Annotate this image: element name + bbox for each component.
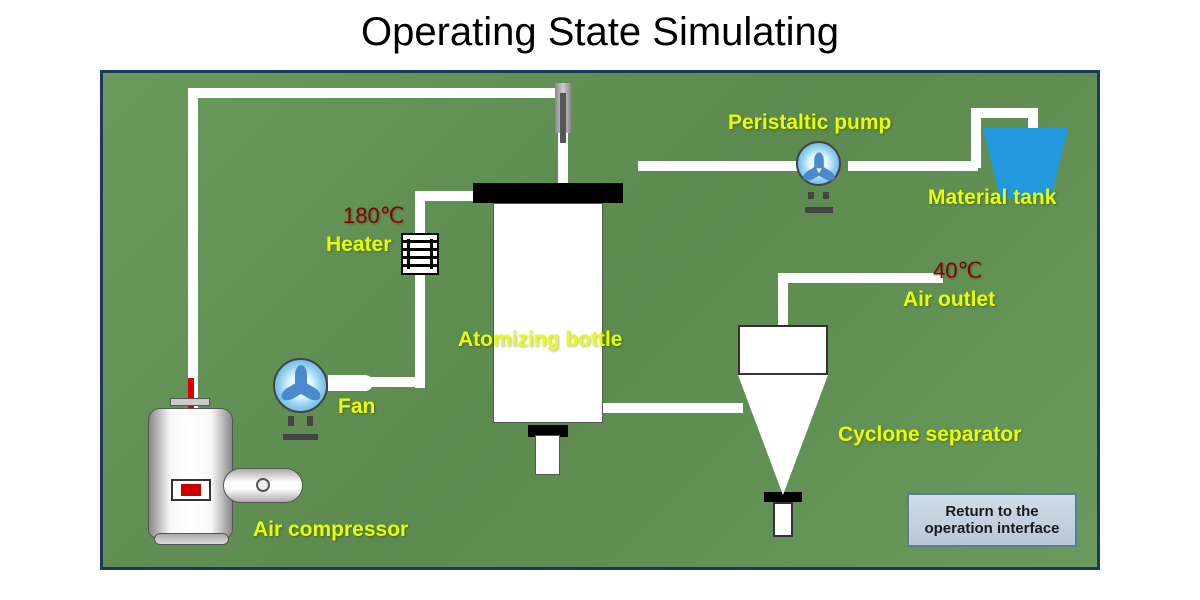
cyclone-separator xyxy=(738,325,828,537)
diagram-panel: 180℃ Heater Fan Air compressor Atomizing… xyxy=(100,70,1100,570)
pipe xyxy=(638,161,798,171)
fan xyxy=(273,358,328,440)
pipe xyxy=(971,113,981,168)
peristaltic-pump xyxy=(796,141,841,213)
pipe xyxy=(415,201,425,236)
pipe xyxy=(415,273,425,388)
top-valve xyxy=(555,83,571,133)
return-button[interactable]: Return to the operation interface xyxy=(907,493,1077,547)
peristaltic-pump-label: Peristaltic pump xyxy=(728,111,891,135)
cyclone-label: Cyclone separator xyxy=(838,423,1021,447)
material-tank-label: Material tank xyxy=(928,186,1056,210)
pipe xyxy=(971,108,1036,118)
pipe xyxy=(848,161,978,171)
pipe xyxy=(188,88,198,418)
fan-label: Fan xyxy=(338,395,375,419)
pipe xyxy=(598,403,743,413)
page-title: Operating State Simulating xyxy=(0,0,1200,55)
heater-label: Heater xyxy=(326,233,391,257)
pipe xyxy=(188,88,563,98)
air-compressor-label: Air compressor xyxy=(253,518,408,542)
air-outlet-label: Air outlet xyxy=(903,288,995,312)
heater xyxy=(401,233,439,275)
heater-temp-label: 180℃ xyxy=(343,203,404,229)
pipe xyxy=(778,273,943,283)
return-button-line1: Return to the xyxy=(921,503,1063,520)
atomizing-bottle xyxy=(493,183,603,423)
outlet-temp-label: 40℃ xyxy=(933,258,982,284)
atomizing-bottle-label: Atomizing bottle xyxy=(458,328,622,352)
return-button-line2: operation interface xyxy=(921,520,1063,537)
air-compressor xyxy=(148,408,233,538)
pipe xyxy=(363,377,423,387)
